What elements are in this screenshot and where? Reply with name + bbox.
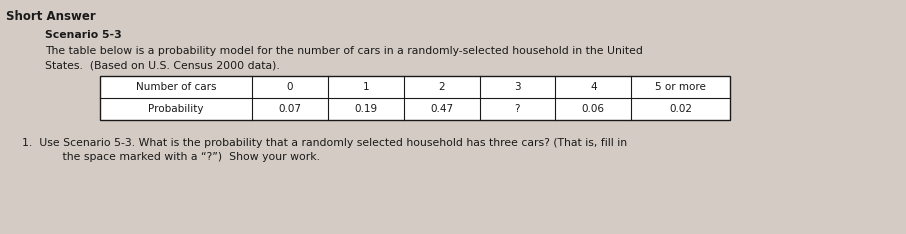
Text: 0.02: 0.02 bbox=[670, 104, 692, 114]
Text: States.  (Based on U.S. Census 2000 data).: States. (Based on U.S. Census 2000 data)… bbox=[45, 60, 280, 70]
Text: 5 or more: 5 or more bbox=[655, 82, 706, 92]
Text: 1.  Use Scenario 5-3. What is the probability that a randomly selected household: 1. Use Scenario 5-3. What is the probabi… bbox=[22, 138, 627, 148]
Text: the space marked with a “?”)  Show your work.: the space marked with a “?”) Show your w… bbox=[45, 152, 320, 162]
Text: 2: 2 bbox=[439, 82, 445, 92]
Text: Number of cars: Number of cars bbox=[136, 82, 217, 92]
Text: 0.06: 0.06 bbox=[582, 104, 605, 114]
Text: ?: ? bbox=[515, 104, 520, 114]
Text: 4: 4 bbox=[590, 82, 597, 92]
Text: Probability: Probability bbox=[149, 104, 204, 114]
Bar bbox=[100, 76, 730, 120]
Text: Short Answer: Short Answer bbox=[6, 10, 96, 23]
Text: 3: 3 bbox=[515, 82, 521, 92]
Text: The table below is a probability model for the number of cars in a randomly-sele: The table below is a probability model f… bbox=[45, 46, 643, 56]
Text: 0: 0 bbox=[286, 82, 293, 92]
Text: 0.47: 0.47 bbox=[430, 104, 453, 114]
Text: 0.07: 0.07 bbox=[278, 104, 302, 114]
Text: 1: 1 bbox=[362, 82, 369, 92]
Text: Scenario 5-3: Scenario 5-3 bbox=[45, 30, 121, 40]
Text: 0.19: 0.19 bbox=[354, 104, 377, 114]
